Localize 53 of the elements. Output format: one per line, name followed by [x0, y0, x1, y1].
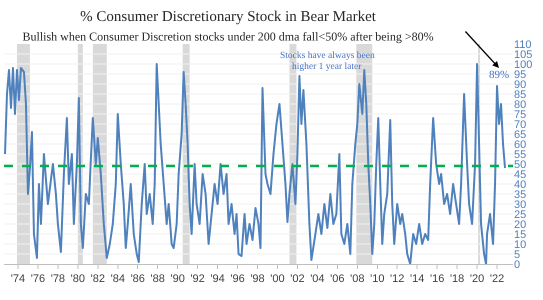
y-tick-label: 0 [514, 258, 520, 271]
y-tick-label: 40 [514, 178, 526, 191]
y-tick-label: 5 [514, 248, 520, 261]
x-tick-label: '96 [230, 273, 245, 286]
x-tick-label: '00 [270, 273, 285, 286]
x-tick-label: '82 [90, 273, 105, 286]
x-tick-label: '86 [130, 273, 145, 286]
y-tick-label: 65 [514, 128, 526, 141]
annotation: Stocks have always been [280, 51, 375, 61]
y-tick-label: 75 [514, 108, 526, 121]
x-tick-label: '22 [490, 273, 504, 286]
annotation: higher 1 year later [292, 62, 362, 72]
x-tick-label: '04 [310, 273, 325, 286]
y-tick-label: 80 [514, 98, 526, 111]
y-tick-label: 55 [514, 148, 526, 161]
x-tick-label: '94 [210, 273, 225, 286]
y-tick-label: 50 [514, 158, 526, 171]
x-tick-label: '92 [190, 273, 205, 286]
y-tick-label: 70 [514, 118, 526, 131]
y-tick-label: 100 [514, 58, 532, 71]
x-tick-label: '90 [170, 273, 185, 286]
x-tick-label: '14 [410, 273, 424, 286]
x-tick-label: '88 [150, 273, 165, 286]
x-tick-label: '06 [330, 273, 345, 286]
x-tick-label: '98 [250, 273, 265, 286]
y-tick-label: 105 [514, 48, 532, 61]
x-tick-label: '12 [390, 273, 404, 286]
y-tick-label: 95 [514, 68, 526, 81]
y-tick-label: 25 [514, 208, 526, 221]
y-tick-label: 90 [514, 78, 526, 91]
x-tick-label: '76 [30, 273, 46, 286]
x-tick-label: '16 [430, 273, 444, 286]
chart-subtitle: Bullish when Consumer Discretion stocks under 200 dma fall<50% after being >80% [22, 30, 434, 44]
annotation: 89% [489, 69, 510, 81]
y-tick-label: 20 [514, 218, 526, 231]
x-tick-label: '84 [110, 273, 125, 286]
x-tick-label: '20 [470, 273, 484, 286]
y-tick-label: 60 [514, 138, 526, 151]
x-tick-label: '74 [10, 273, 26, 286]
y-tick-label: 30 [514, 198, 526, 211]
y-tick-label: 15 [514, 228, 526, 241]
y-tick-label: 45 [514, 168, 526, 181]
y-tick-label: 85 [514, 88, 526, 101]
y-tick-label: 10 [514, 238, 526, 251]
chart-title: % Consumer Discretionary Stock in Bear Market [80, 9, 377, 25]
x-tick-label: '78 [50, 273, 66, 286]
x-tick-label: '80 [70, 273, 86, 286]
x-tick-label: '10 [370, 273, 384, 286]
y-tick-label: 110 [514, 38, 532, 51]
y-tick-label: 35 [514, 188, 526, 201]
x-tick-label: '02 [290, 273, 305, 286]
x-tick-label: '18 [450, 273, 464, 286]
x-tick-label: '08 [350, 273, 364, 286]
